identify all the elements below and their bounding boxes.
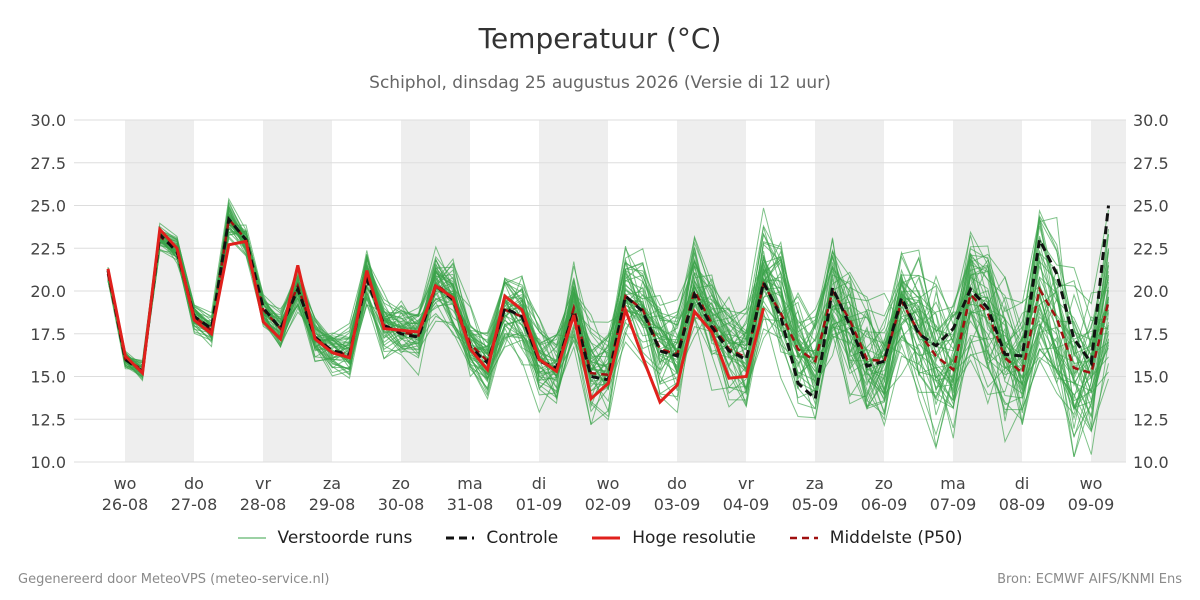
y-tick-label-left: 22.5 (30, 239, 66, 258)
y-axis-left: 10.0 12.5 15.0 17.5 20.0 22.5 25.0 27.5 30.0 (30, 111, 66, 472)
y-tick-label-right: 15.0 (1133, 368, 1169, 387)
ensemble-run (107, 218, 1109, 432)
legend: Verstoorde runs Controle Hoge resolutie … (0, 528, 1200, 548)
x-tick-date: 07-09 (930, 495, 977, 514)
legend-item-control[interactable]: Controle (446, 528, 558, 548)
x-tick-day: wo (1080, 474, 1103, 493)
y-tick-label-left: 17.5 (30, 325, 66, 344)
y-tick-label-left: 10.0 (30, 453, 66, 472)
x-tick-day: do (667, 474, 687, 493)
x-tick-date: 05-09 (792, 495, 839, 514)
x-tick-day: za (806, 474, 824, 493)
x-tick-date: 28-08 (240, 495, 287, 514)
x-tick-date: 31-08 (447, 495, 494, 514)
x-tick-date: 04-09 (723, 495, 770, 514)
legend-item-high-res[interactable]: Hoge resolutie (592, 528, 756, 548)
legend-swatch-control (446, 536, 475, 540)
chart-subtitle: Schiphol, dinsdag 25 augustus 2026 (Vers… (369, 73, 831, 93)
y-tick-label-left: 15.0 (30, 368, 66, 387)
y-tick-label-right: 10.0 (1133, 453, 1169, 472)
ensemble-run (107, 215, 1109, 407)
x-tick-day: zo (875, 474, 893, 493)
y-tick-label-left: 27.5 (30, 154, 66, 173)
y-tick-label-left: 25.0 (30, 197, 66, 216)
x-axis: wo 26-08 do 27-08 vr 28-08 za 29-08 zo 30-08 ma 31-… (102, 474, 1115, 514)
y-tick-label-right: 27.5 (1133, 154, 1169, 173)
y-axis-right: 10.0 12.5 15.0 17.5 20.0 22.5 25.0 27.5 30.0 (1133, 111, 1169, 472)
legend-item-ensemble[interactable]: Verstoorde runs (237, 528, 413, 548)
x-tick-day: wo (114, 474, 137, 493)
x-tick-date: 26-08 (102, 495, 149, 514)
x-tick-date: 09-09 (1068, 495, 1115, 514)
y-tick-label-right: 20.0 (1133, 282, 1169, 301)
legend-swatch-median (789, 536, 818, 540)
x-tick-day: di (532, 474, 547, 493)
footer-generator: Gegenereerd door MeteoVPS (meteo-service… (18, 572, 330, 587)
y-tick-label-left: 20.0 (30, 282, 66, 301)
y-tick-label-left: 12.5 (30, 410, 66, 429)
y-tick-label-right: 12.5 (1133, 410, 1169, 429)
legend-swatch-high-res (592, 536, 621, 540)
ensemble-run (107, 216, 1109, 405)
high-res-line (106, 225, 765, 405)
x-tick-date: 03-09 (654, 495, 701, 514)
x-tick-day: za (323, 474, 341, 493)
x-tick-date: 30-08 (378, 495, 425, 514)
x-tick-date: 02-09 (585, 495, 632, 514)
chart-title: Temperatuur (°C) (478, 22, 722, 55)
x-tick-date: 01-09 (516, 495, 563, 514)
y-tick-label-right: 17.5 (1133, 325, 1169, 344)
x-tick-day: ma (940, 474, 965, 493)
y-tick-label-right: 30.0 (1133, 111, 1169, 130)
legend-item-median[interactable]: Middelste (P50) (789, 528, 963, 548)
x-tick-day: zo (392, 474, 410, 493)
x-tick-date: 08-09 (999, 495, 1046, 514)
y-tick-label-right: 22.5 (1133, 239, 1169, 258)
x-tick-date: 29-08 (309, 495, 356, 514)
x-tick-date: 27-08 (171, 495, 218, 514)
legend-label-high-res: Hoge resolutie (632, 528, 756, 548)
x-tick-day: vr (738, 474, 754, 493)
legend-swatch-ensemble (237, 537, 266, 539)
y-tick-label-right: 25.0 (1133, 197, 1169, 216)
legend-label-control: Controle (486, 528, 559, 548)
main-series (106, 205, 1110, 405)
x-tick-date: 06-09 (861, 495, 908, 514)
x-tick-day: vr (255, 474, 271, 493)
footer-source: Bron: ECMWF AIFS/KNMI Ens (997, 572, 1182, 587)
x-tick-day: do (184, 474, 204, 493)
x-tick-day: wo (597, 474, 620, 493)
legend-label-ensemble: Verstoorde runs (277, 528, 413, 548)
legend-label-median: Middelste (P50) (829, 528, 963, 548)
y-tick-label-left: 30.0 (30, 111, 66, 130)
x-tick-day: di (1015, 474, 1030, 493)
x-tick-day: ma (457, 474, 482, 493)
